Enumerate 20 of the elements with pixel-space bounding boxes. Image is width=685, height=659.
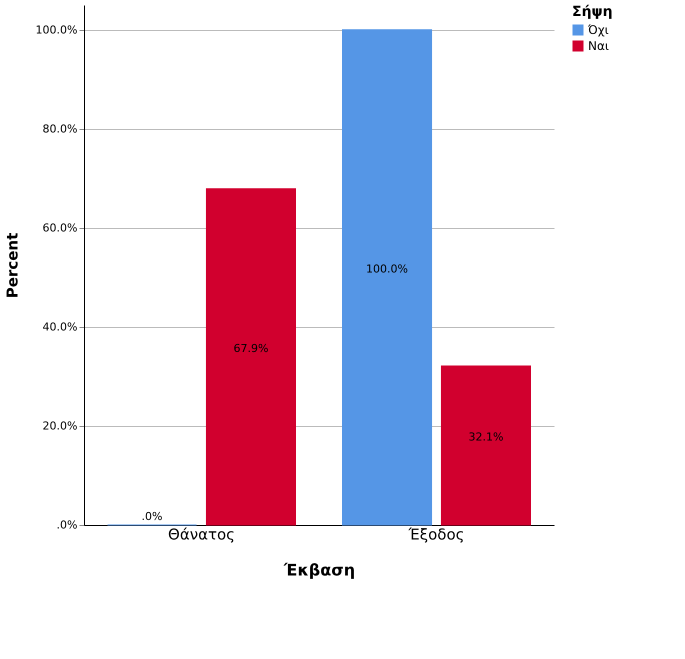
- data-label: 100.0%: [366, 262, 408, 276]
- data-label: 67.9%: [233, 342, 268, 355]
- y-tick-label: 80.0%: [42, 122, 78, 136]
- legend-title: Σήψη: [572, 4, 613, 20]
- data-label: 32.1%: [468, 430, 504, 444]
- legend-label: Ναι: [588, 39, 609, 53]
- bar: [206, 188, 296, 526]
- y-tick-label: 100.0%: [36, 23, 78, 36]
- y-tick-label: 40.0%: [42, 320, 78, 334]
- legend-label: Όχι: [587, 23, 609, 37]
- bar: [342, 29, 432, 526]
- y-axis-title: Percent: [4, 232, 22, 298]
- x-tick-label: Θάνατος: [168, 526, 235, 544]
- y-tick-label: 20.0%: [42, 419, 78, 432]
- x-axis-title: Έκβαση: [282, 560, 356, 580]
- y-tick-label: .0%: [56, 518, 78, 532]
- y-tick-label: 60.0%: [42, 221, 78, 234]
- x-tick-label: Έξοδος: [408, 526, 464, 544]
- bar: [440, 366, 531, 526]
- data-label: .0%: [142, 510, 163, 523]
